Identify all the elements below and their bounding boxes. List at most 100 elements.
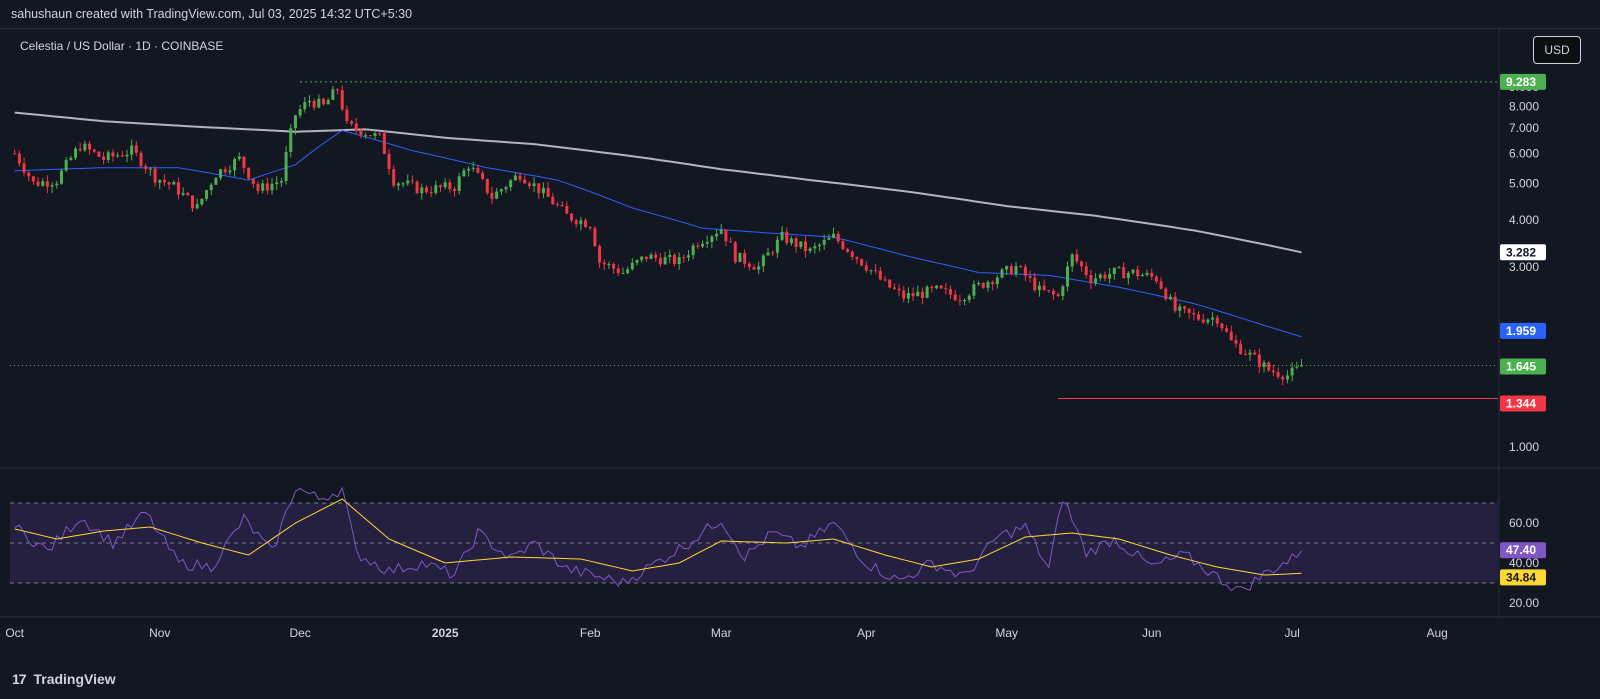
candle-down bbox=[930, 286, 934, 289]
candle-down bbox=[803, 241, 807, 252]
rsi-tick-label: 60.00 bbox=[1509, 516, 1539, 530]
candle-down bbox=[598, 246, 602, 263]
candle-down bbox=[1051, 290, 1055, 295]
candle-up bbox=[1126, 272, 1130, 279]
candle-down bbox=[537, 183, 541, 194]
currency-button[interactable]: USD bbox=[1533, 36, 1581, 64]
candle-up bbox=[471, 167, 475, 169]
candle-down bbox=[593, 228, 597, 247]
high-price-label-text: 9.283 bbox=[1506, 75, 1536, 89]
rsi-line bbox=[14, 486, 1302, 592]
candle-down bbox=[527, 183, 531, 187]
candle-down bbox=[1229, 331, 1233, 341]
candle-down bbox=[1150, 272, 1154, 277]
candle-down bbox=[1187, 308, 1191, 313]
candle-up bbox=[200, 198, 204, 205]
candle-up bbox=[832, 233, 836, 238]
candle-down bbox=[1103, 274, 1107, 279]
candle-down bbox=[1220, 323, 1224, 329]
candle-up bbox=[780, 231, 784, 240]
candle-down bbox=[518, 175, 522, 180]
last-price-label: 1.645 bbox=[1500, 358, 1546, 375]
price-tick-label: 8.000 bbox=[1509, 99, 1539, 113]
candle-up bbox=[1262, 362, 1266, 368]
candle-up bbox=[1112, 267, 1116, 275]
ma-short-line bbox=[14, 129, 1302, 338]
candle-up bbox=[462, 170, 466, 177]
candle-up bbox=[214, 177, 218, 185]
candle-down bbox=[981, 283, 985, 288]
candle-down bbox=[345, 109, 349, 122]
candle-down bbox=[911, 293, 915, 297]
chart-title: Celestia / US Dollar · 1D · COINBASE bbox=[20, 39, 223, 53]
candle-down bbox=[1033, 277, 1037, 291]
candle-down bbox=[743, 252, 747, 264]
high-price-label: 9.283 bbox=[1500, 73, 1546, 90]
candle-down bbox=[139, 152, 143, 167]
candle-down bbox=[453, 188, 457, 191]
candle-down bbox=[902, 290, 906, 299]
candle-up bbox=[906, 293, 910, 299]
candle-up bbox=[106, 152, 110, 160]
candle-up bbox=[972, 284, 976, 296]
candle-down bbox=[1253, 352, 1257, 355]
chart-area[interactable]: 9.0008.0007.0006.0005.0004.0003.0002.000… bbox=[0, 29, 1600, 659]
candle-up bbox=[1299, 365, 1303, 367]
candle-down bbox=[883, 279, 887, 281]
candle-down bbox=[546, 187, 550, 197]
candle-down bbox=[438, 185, 442, 188]
candle-down bbox=[944, 288, 948, 290]
price-tick-label: 7.000 bbox=[1509, 121, 1539, 135]
tradingview-logo[interactable]: 17 TradingView bbox=[12, 671, 116, 687]
candle-down bbox=[724, 229, 728, 242]
time-tick-label: May bbox=[995, 626, 1018, 640]
candle-down bbox=[1089, 274, 1093, 283]
candle-up bbox=[766, 252, 770, 256]
candle-up bbox=[1000, 269, 1004, 278]
candle-down bbox=[36, 181, 40, 186]
candle-up bbox=[74, 148, 78, 158]
candle-up bbox=[710, 236, 714, 243]
candle-up bbox=[228, 170, 232, 173]
last-price-label-text: 1.645 bbox=[1506, 359, 1536, 373]
candle-up bbox=[284, 152, 288, 182]
candle-up bbox=[50, 185, 54, 187]
candle-down bbox=[1276, 372, 1280, 377]
rsi-pane[interactable] bbox=[10, 486, 1498, 592]
candle-up bbox=[1070, 254, 1074, 267]
ma-short-label: 1.959 bbox=[1500, 322, 1546, 339]
candle-down bbox=[555, 204, 559, 206]
candle-up bbox=[869, 270, 873, 272]
candle-up bbox=[1290, 367, 1294, 376]
candle-up bbox=[1211, 317, 1215, 320]
candle-down bbox=[153, 168, 157, 183]
candle-down bbox=[31, 176, 35, 182]
price-pane[interactable] bbox=[10, 81, 1498, 400]
ma-long-label: 3.282 bbox=[1500, 244, 1546, 261]
candle-down bbox=[88, 143, 92, 150]
candle-up bbox=[701, 243, 705, 247]
candle-up bbox=[326, 99, 330, 105]
candle-up bbox=[499, 189, 503, 192]
candle-up bbox=[621, 273, 625, 275]
candle-down bbox=[860, 259, 864, 266]
candle-down bbox=[565, 206, 569, 214]
candle-down bbox=[523, 179, 527, 184]
candle-up bbox=[158, 179, 162, 183]
candle-down bbox=[560, 205, 564, 207]
candle-up bbox=[513, 175, 517, 181]
candle-up bbox=[55, 183, 59, 186]
candle-up bbox=[41, 181, 45, 186]
candle-up bbox=[125, 154, 129, 157]
candle-up bbox=[59, 170, 63, 184]
rsi-signal-line bbox=[14, 498, 1302, 576]
candle-up bbox=[148, 168, 152, 170]
candle-up bbox=[1108, 274, 1112, 279]
candle-up bbox=[130, 145, 134, 155]
candle-up bbox=[1061, 286, 1065, 297]
time-tick-label: Mar bbox=[711, 626, 732, 640]
candle-down bbox=[794, 238, 798, 247]
candle-down bbox=[1080, 261, 1084, 267]
candle-up bbox=[279, 181, 283, 183]
price-tick-label: 6.000 bbox=[1509, 146, 1539, 160]
